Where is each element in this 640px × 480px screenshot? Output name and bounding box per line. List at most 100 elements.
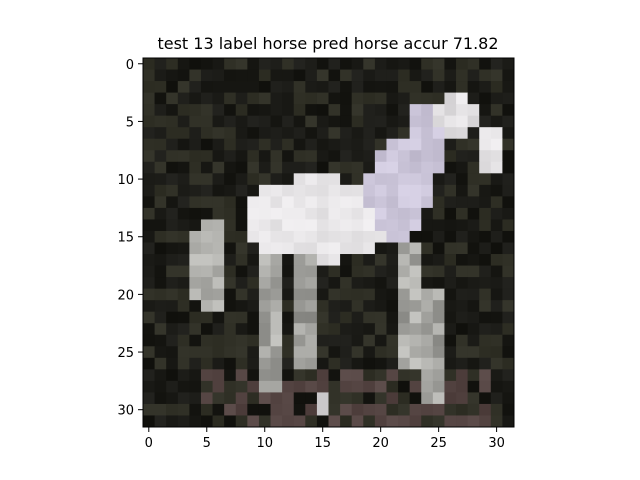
image-pixel [166,311,179,324]
image-pixel [479,184,492,197]
image-pixel [340,230,353,243]
image-pixel [316,230,329,243]
image-pixel [363,184,376,197]
image-pixel [154,150,167,163]
image-pixel [363,288,376,301]
image-pixel [200,242,213,255]
image-pixel [490,81,503,93]
image-pixel [340,219,353,232]
image-pixel [224,334,237,347]
image-pixel [351,254,364,266]
image-pixel [305,254,318,266]
image-pixel [467,323,480,336]
image-pixel [490,346,503,359]
image-pixel [305,219,318,232]
image-pixel [363,254,376,266]
image-pixel [409,403,422,416]
image-pixel [316,127,329,140]
image-pixel [479,161,492,174]
image-pixel [340,58,353,70]
image-pixel [502,254,515,266]
image-pixel [224,184,237,197]
image-pixel [258,69,271,82]
image-pixel [212,184,225,197]
image-pixel [270,323,283,336]
image-pixel [282,403,295,416]
image-pixel [456,415,469,428]
image-pixel [189,369,202,382]
image-pixel [177,219,190,232]
image-pixel [143,184,155,197]
image-pixel [258,92,271,105]
image-pixel [270,173,283,186]
image-pixel [386,104,399,117]
image-pixel [490,334,503,347]
image-pixel [247,127,260,140]
image-pixel [456,58,469,70]
plot-title: test 13 label horse pred horse accur 71.… [157,34,498,53]
image-pixel [316,81,329,93]
image-pixel [421,300,434,313]
image-pixel [363,81,376,93]
image-pixel [282,184,295,197]
image-pixel [305,58,318,70]
image-pixel [235,357,248,370]
image-pixel [305,115,318,128]
image-pixel [235,115,248,128]
image-pixel [502,127,515,140]
image-pixel [421,173,434,186]
image-pixel [200,415,213,428]
image-pixel [282,254,295,266]
image-pixel [444,173,457,186]
image-pixel [328,115,341,128]
image-pixel [282,138,295,151]
image-pixel [143,69,155,82]
image-pixel [305,127,318,140]
image-pixel [200,403,213,416]
image-pixel [282,300,295,313]
image-pixel [398,300,411,313]
image-pixel [212,104,225,117]
y-tick-label: 10 [117,173,134,188]
image-pixel [224,69,237,82]
image-pixel [166,150,179,163]
image-pixel [456,265,469,278]
image-pixel [143,81,155,93]
image-pixel [166,242,179,255]
image-pixel [363,357,376,370]
image-pixel [305,150,318,163]
image-pixel [258,334,271,347]
image-pixel [235,369,248,382]
image-pixel [316,138,329,151]
image-pixel [270,415,283,428]
image-pixel [386,254,399,266]
image-pixel [456,161,469,174]
image-pixel [224,127,237,140]
image-pixel [200,161,213,174]
image-pixel [166,415,179,428]
image-pixel [235,127,248,140]
image-pixel [351,380,364,393]
image-pixel [467,242,480,255]
image-pixel [328,311,341,324]
image-pixel [351,265,364,278]
image-pixel [224,323,237,336]
image-pixel [456,380,469,393]
image-pixel [235,92,248,105]
image-pixel [293,115,306,128]
image-pixel [316,392,329,405]
image-pixel [258,138,271,151]
image-pixel [374,265,387,278]
image-pixel [200,92,213,105]
image-pixel [444,58,457,70]
image-pixel [305,300,318,313]
image-pixel [328,104,341,117]
image-pixel [235,346,248,359]
image-pixel [189,415,202,428]
image-pixel [177,173,190,186]
image-pixel [166,334,179,347]
image-pixel [212,311,225,324]
y-tick-label: 5 [126,115,134,130]
image-pixel [154,230,167,243]
image-pixel [363,277,376,290]
